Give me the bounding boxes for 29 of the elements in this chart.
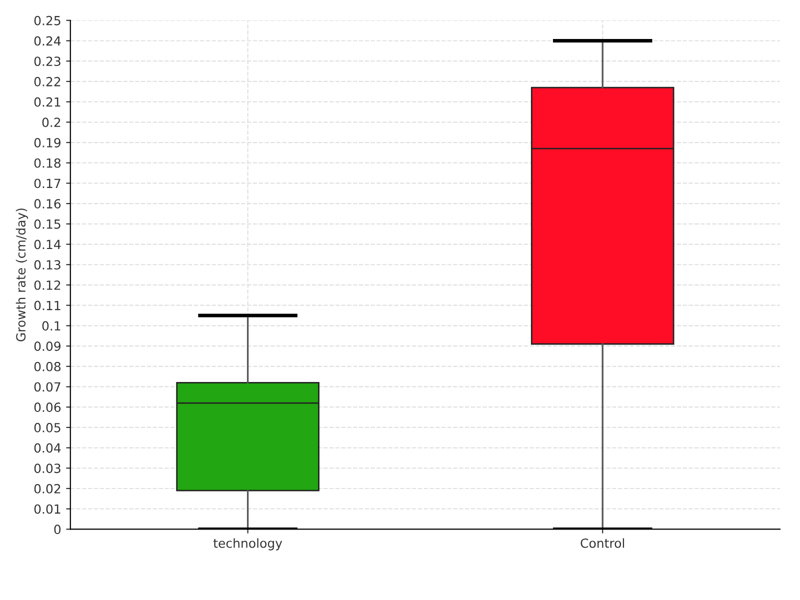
y-tick-label: 0.08 (34, 362, 61, 372)
y-tick-label: 0.21 (34, 97, 60, 107)
y-tick-label: 0.2 (42, 118, 60, 128)
x-tick-label: Control (580, 538, 624, 548)
y-tick-label: 0.13 (34, 260, 60, 270)
y-tick-label: 0.01 (34, 504, 60, 514)
y-tick-label: 0.1 (42, 321, 60, 331)
y-tick-label: 0.07 (34, 382, 60, 392)
y-tick-label: 0.11 (34, 300, 60, 310)
y-tick-label: 0.18 (34, 158, 61, 168)
y-axis-title: Growth rate (cm/day) (16, 208, 28, 342)
y-tick-label: 0.22 (34, 76, 60, 86)
y-tick-label: 0.17 (34, 178, 60, 188)
y-tick-label: 0.23 (34, 56, 60, 66)
y-tick-label: 0.14 (34, 240, 61, 250)
y-tick-label: 0.02 (34, 484, 60, 494)
y-tick-label: 0.25 (34, 16, 60, 26)
y-tick-label: 0.04 (34, 443, 61, 453)
y-tick-label: 0.15 (34, 219, 60, 229)
y-tick-label: 0.06 (34, 402, 61, 412)
y-tick-label: 0.03 (34, 464, 60, 474)
y-tick-label: 0.12 (34, 280, 60, 290)
y-tick-label: 0.09 (34, 342, 60, 351)
y-tick-label: 0.05 (34, 422, 60, 432)
y-tick-label: 0.19 (34, 138, 60, 148)
y-tick-label: 0.16 (34, 199, 61, 208)
y-tick-label: 0.24 (34, 36, 61, 46)
x-tick-label: technology (213, 538, 282, 550)
y-tick-label: 0 (54, 524, 61, 534)
